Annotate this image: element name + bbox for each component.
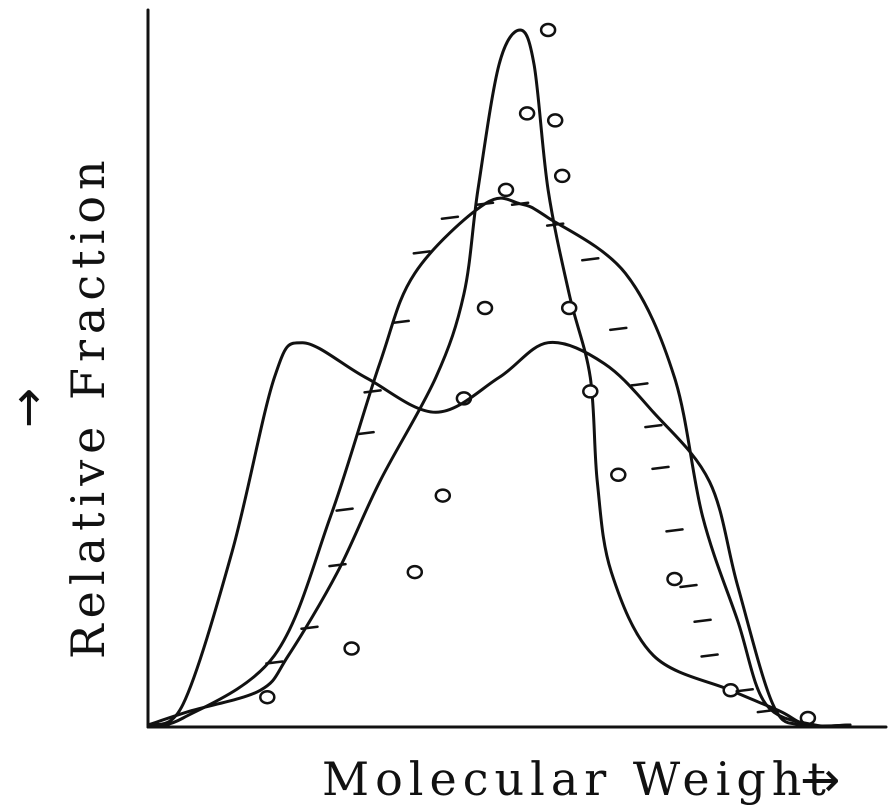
y-axis-title: Relative Fraction — [61, 154, 115, 659]
series-2-marker — [475, 201, 495, 207]
series-2-marker — [391, 319, 410, 325]
series-3 — [146, 340, 852, 729]
series-2-line — [146, 196, 852, 729]
series-2-marker — [545, 222, 565, 227]
series-1-marker — [553, 168, 571, 184]
series-2-marker — [679, 583, 698, 589]
series-2-marker — [363, 389, 382, 394]
series-2-marker — [412, 250, 432, 255]
series-2 — [146, 196, 852, 729]
series-1-marker — [722, 683, 739, 698]
series-1-line — [146, 28, 852, 728]
series-2-marker — [440, 215, 460, 220]
series-2-marker — [609, 326, 628, 332]
series-2-marker — [328, 562, 347, 568]
y-axis-arrow-icon: → — [0, 387, 57, 429]
series-1-marker — [497, 182, 515, 198]
series-1-marker — [539, 22, 557, 38]
series-2-marker — [630, 382, 649, 387]
series-1-marker — [518, 106, 536, 121]
series-1-marker — [434, 488, 452, 503]
series-2-marker — [700, 653, 719, 658]
series-1-marker — [259, 689, 276, 705]
series-2-marker — [265, 660, 284, 665]
series-1-marker — [666, 571, 683, 587]
series-1-marker — [406, 564, 424, 580]
series-2-marker — [335, 507, 354, 512]
series-2-marker — [581, 257, 600, 262]
series-2-marker — [644, 423, 663, 429]
series-1-marker — [610, 467, 627, 483]
series-1-marker — [343, 641, 360, 656]
series-layer — [146, 22, 852, 729]
series-1-marker — [582, 384, 599, 399]
series-2-marker — [510, 201, 530, 207]
series-1-marker — [546, 113, 564, 128]
series-3-line — [146, 340, 852, 729]
series-2-marker — [756, 708, 776, 714]
x-axis-arrow-icon: → — [800, 752, 841, 808]
x-axis-title: Molecular Weight — [322, 752, 832, 806]
series-2-marker — [735, 688, 754, 693]
series-2-marker — [300, 625, 319, 630]
series-1-marker — [476, 300, 494, 316]
series-2-marker — [356, 430, 375, 436]
series-1-marker — [560, 300, 578, 316]
series-2-marker — [651, 465, 670, 471]
series-2-marker — [693, 618, 712, 624]
series-1 — [146, 22, 852, 728]
series-2-marker — [665, 528, 684, 533]
